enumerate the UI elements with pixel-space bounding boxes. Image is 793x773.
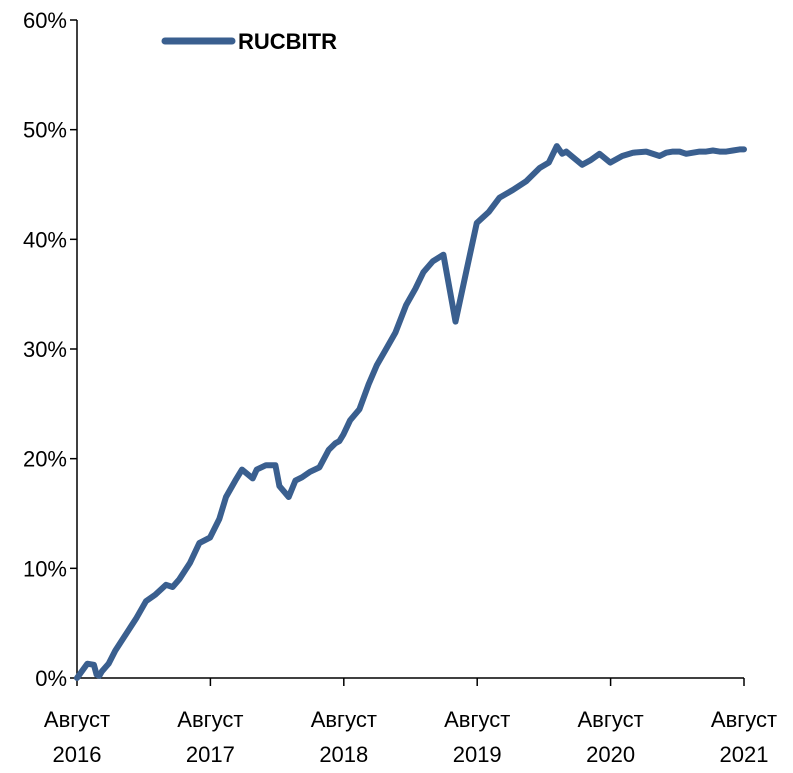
series-line-rucbitr [74,143,747,681]
y-axis-ticks: 0% 10% 20% 30% 40% 50% 60% [23,8,77,691]
y-tick-label: 0% [35,666,67,691]
x-tick-label-year: 2020 [586,742,635,767]
x-tick-label-year: 2018 [319,742,368,767]
x-tick-label-month: Август [44,707,110,732]
x-tick-label-year: 2016 [53,742,102,767]
x-tick-label-month: Август [177,707,243,732]
x-axis-ticks: Август 2016 Август 2017 Август 2018 Август 2019… [44,678,777,767]
legend-label-rucbitr: RUCBITR [238,29,337,54]
x-tick-label-month: Август [577,707,643,732]
x-tick-label-year: 2017 [186,742,235,767]
y-tick-label: 20% [23,447,67,472]
y-tick-label: 40% [23,227,67,252]
x-tick-label-month: Август [711,707,777,732]
x-tick-label-year: 2021 [720,742,769,767]
x-tick-label-month: Август [311,707,377,732]
x-tick-label-year: 2019 [453,742,502,767]
series-group [74,143,747,681]
legend: RUCBITR [161,29,337,54]
y-tick-label: 60% [23,8,67,33]
y-tick-label: 30% [23,337,67,362]
y-tick-label: 50% [23,118,67,143]
y-tick-label: 10% [23,556,67,581]
x-tick-label-month: Август [444,707,510,732]
